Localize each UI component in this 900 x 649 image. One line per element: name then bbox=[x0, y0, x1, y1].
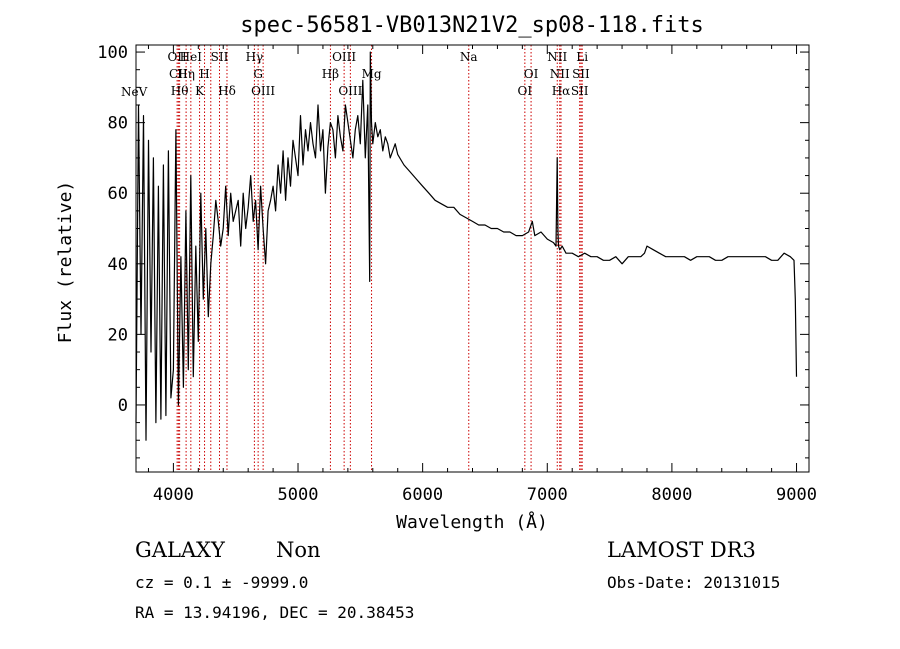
line-marker-label: HeI bbox=[180, 50, 203, 64]
line-marker-label: Hβ bbox=[322, 67, 339, 81]
y-axis-ticks: 0 20 40 60 80 100 bbox=[97, 43, 809, 459]
line-marker-label: Hδ bbox=[218, 84, 236, 98]
emission-line-labels: OIICIIHθHηHeIKHSIIHδHγGOIIIHβOIIIOIIIMgN… bbox=[167, 50, 590, 98]
line-marker-label: Hθ bbox=[171, 84, 189, 98]
line-marker-label: K bbox=[195, 84, 205, 98]
x-tick-label: 4000 bbox=[153, 485, 194, 505]
line-marker-label: H bbox=[199, 67, 209, 81]
radec-line: RA = 13.94196, DEC = 20.38453 bbox=[135, 603, 415, 622]
left-line-label: NeV bbox=[121, 85, 148, 99]
y-tick-label: 40 bbox=[108, 255, 128, 275]
line-marker-label: OIII bbox=[251, 84, 275, 98]
x-tick-label: 6000 bbox=[402, 485, 443, 505]
line-marker-label: Hγ bbox=[246, 50, 264, 64]
plot-frame bbox=[135, 44, 810, 473]
obs-date-line: Obs-Date: 20131015 bbox=[607, 573, 781, 592]
y-tick-label: 20 bbox=[108, 325, 128, 345]
x-tick-label: 9000 bbox=[776, 485, 817, 505]
line-marker-label: OI bbox=[524, 67, 539, 81]
flux-series-line bbox=[135, 51, 798, 441]
line-marker-label: SII bbox=[572, 67, 590, 81]
y-tick-label: 60 bbox=[108, 184, 128, 204]
line-marker-label: OIII bbox=[332, 50, 356, 64]
emission-line-markers bbox=[176, 45, 583, 472]
line-marker-label: CII bbox=[169, 67, 188, 81]
line-marker-label: SII bbox=[211, 50, 229, 64]
line-marker-label: OII bbox=[167, 50, 187, 64]
line-marker-label: G bbox=[253, 67, 263, 81]
line-marker-label: Li bbox=[576, 50, 588, 64]
line-marker-label: OI bbox=[518, 84, 533, 98]
line-marker-label: NII bbox=[550, 67, 570, 81]
class-label: GALAXY bbox=[135, 538, 225, 562]
line-marker-label: Hη bbox=[177, 67, 195, 81]
cz-line: cz = 0.1 ± -9999.0 bbox=[135, 573, 309, 592]
x-tick-label: 7000 bbox=[527, 485, 568, 505]
line-marker-label: OIII bbox=[338, 84, 362, 98]
x-tick-label: 5000 bbox=[278, 485, 319, 505]
y-tick-label: 100 bbox=[97, 43, 128, 63]
line-marker-label: Hα bbox=[552, 84, 571, 98]
x-axis-ticks: 4000 5000 6000 7000 8000 9000 bbox=[147, 45, 817, 505]
y-tick-label: 80 bbox=[108, 114, 128, 134]
line-marker-label: Na bbox=[460, 50, 478, 64]
line-marker-label: Mg bbox=[362, 67, 382, 81]
subclass-label: Non bbox=[276, 538, 321, 562]
line-marker-label: SII bbox=[571, 84, 589, 98]
y-tick-label: 0 bbox=[118, 396, 128, 416]
x-axis-label: Wavelength (Å) bbox=[396, 511, 548, 533]
chart-title: spec-56581-VB013N21V2_sp08-118.fits bbox=[240, 13, 704, 38]
x-tick-label: 8000 bbox=[651, 485, 692, 505]
y-axis-label: Flux (relative) bbox=[55, 181, 76, 344]
line-marker-label: NII bbox=[547, 50, 567, 64]
survey-label: LAMOST DR3 bbox=[607, 538, 756, 562]
